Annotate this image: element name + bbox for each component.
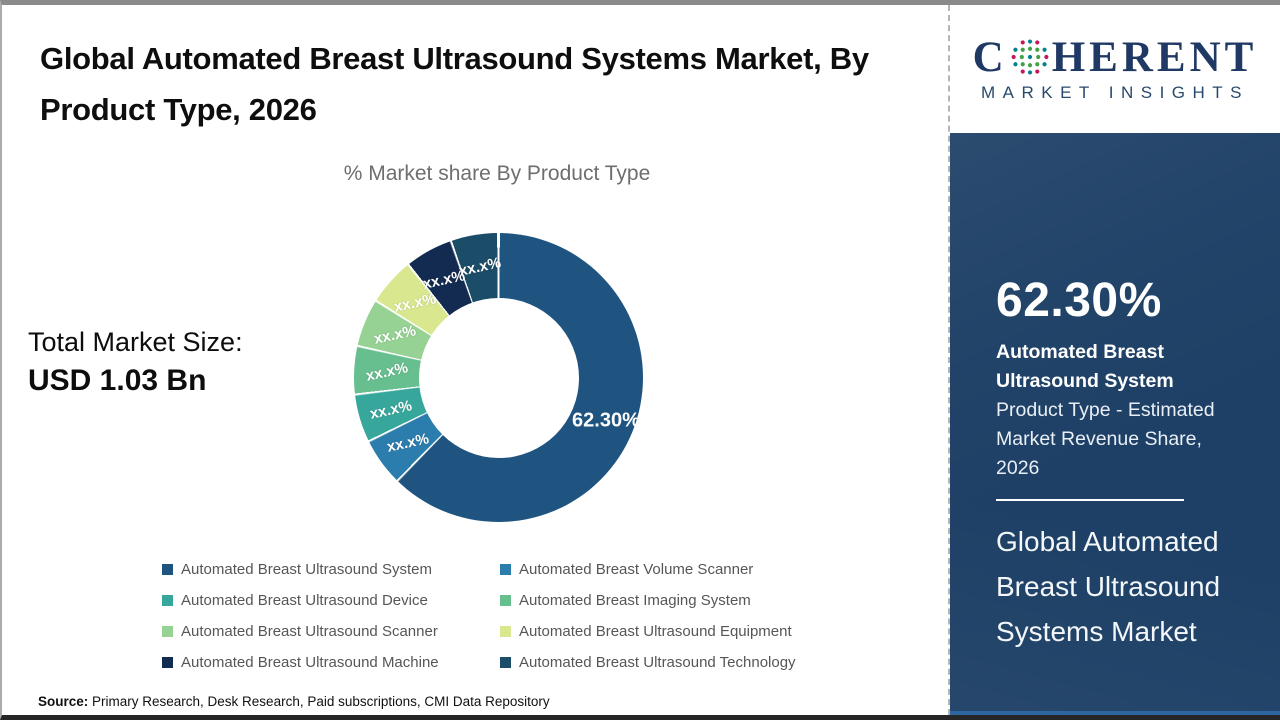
legend-item: Automated Breast Ultrasound Device bbox=[162, 589, 500, 611]
sidebar-highlight-panel: 62.30% Automated Breast Ultrasound Syste… bbox=[950, 133, 1280, 715]
legend-swatch-icon bbox=[162, 594, 173, 606]
legend-label: Automated Breast Ultrasound Machine bbox=[181, 653, 439, 671]
donut-hole bbox=[418, 297, 579, 458]
chart-subtitle: % Market share By Product Type bbox=[343, 162, 651, 185]
source-line: Source: Primary Research, Desk Research,… bbox=[38, 694, 550, 709]
company-logo: C HERENT MARKET INSIGHTS bbox=[950, 5, 1280, 133]
legend-swatch-icon bbox=[500, 563, 511, 575]
legend-swatch-icon bbox=[162, 625, 173, 637]
legend-item: Automated Breast Ultrasound Machine bbox=[162, 651, 500, 673]
legend-label: Automated Breast Ultrasound System bbox=[181, 560, 432, 578]
legend-swatch-icon bbox=[500, 594, 511, 606]
legend-item: Automated Breast Imaging System bbox=[500, 589, 882, 611]
logo-text-rest: HERENT bbox=[1051, 33, 1258, 81]
slice-label: xx.x% bbox=[364, 359, 410, 385]
legend-label: Automated Breast Ultrasound Device bbox=[181, 591, 428, 609]
legend-label: Automated Breast Ultrasound Technology bbox=[519, 653, 796, 671]
legend-item: Automated Breast Ultrasound Equipment bbox=[500, 620, 882, 642]
legend-swatch-icon bbox=[162, 656, 173, 668]
slice-label: xx.x% bbox=[385, 430, 431, 457]
legend-label: Automated Breast Ultrasound Scanner bbox=[181, 622, 438, 640]
legend-swatch-icon bbox=[162, 563, 173, 575]
total-market-value: USD 1.03 Bn bbox=[28, 364, 207, 397]
brand-sidebar: C HERENT MARKET INSIGHTS 62.30% Automate… bbox=[948, 5, 1280, 715]
donut-chart: 62.30% xx.x% xx.x% xx.x% xx.x% xx.x% xx.x% xx.x… bbox=[354, 233, 643, 522]
legend-item: Automated Breast Ultrasound Technology bbox=[500, 651, 882, 673]
sidebar-market-name: Global Automated Breast Ultrasound Syste… bbox=[996, 526, 1221, 647]
highlight-segment-name: Automated Breast Ultrasound System bbox=[996, 341, 1174, 392]
page-title: Global Automated Breast Ultrasound Syste… bbox=[40, 41, 869, 127]
slice-label: xx.x% bbox=[457, 254, 503, 280]
legend-label: Automated Breast Volume Scanner bbox=[519, 560, 754, 578]
total-market-label: Total Market Size: bbox=[28, 327, 243, 357]
legend-item: Automated Breast Volume Scanner bbox=[500, 558, 882, 580]
highlight-value: 62.30% bbox=[996, 274, 1162, 327]
chart-legend: Automated Breast Ultrasound System Automa… bbox=[162, 558, 882, 673]
cmi-globe-icon bbox=[1011, 39, 1049, 75]
logo-text-c: C bbox=[972, 33, 1008, 81]
total-market-block: Total Market Size: USD 1.03 Bn bbox=[28, 327, 243, 398]
legend-label: Automated Breast Ultrasound Equipment bbox=[519, 622, 792, 640]
legend-label: Automated Breast Imaging System bbox=[519, 591, 751, 609]
legend-item: Automated Breast Ultrasound Scanner bbox=[162, 620, 500, 642]
slice-label: 62.30% bbox=[572, 409, 640, 432]
legend-swatch-icon bbox=[500, 656, 511, 668]
slice-label: xx.x% bbox=[372, 322, 418, 348]
sidebar-divider bbox=[996, 499, 1184, 501]
legend-swatch-icon bbox=[500, 625, 511, 637]
chart-panel: Global Automated Breast Ultrasound Syste… bbox=[2, 5, 948, 715]
slice-label: xx.x% bbox=[368, 396, 414, 423]
source-text: Primary Research, Desk Research, Paid su… bbox=[88, 694, 550, 709]
highlight-description: Product Type - Estimated Market Revenue … bbox=[996, 399, 1215, 479]
source-label: Source: bbox=[38, 694, 89, 709]
slice-label: xx.x% bbox=[392, 290, 438, 316]
legend-item: Automated Breast Ultrasound System bbox=[162, 558, 500, 580]
logo-subtext: MARKET INSIGHTS bbox=[980, 82, 1250, 102]
